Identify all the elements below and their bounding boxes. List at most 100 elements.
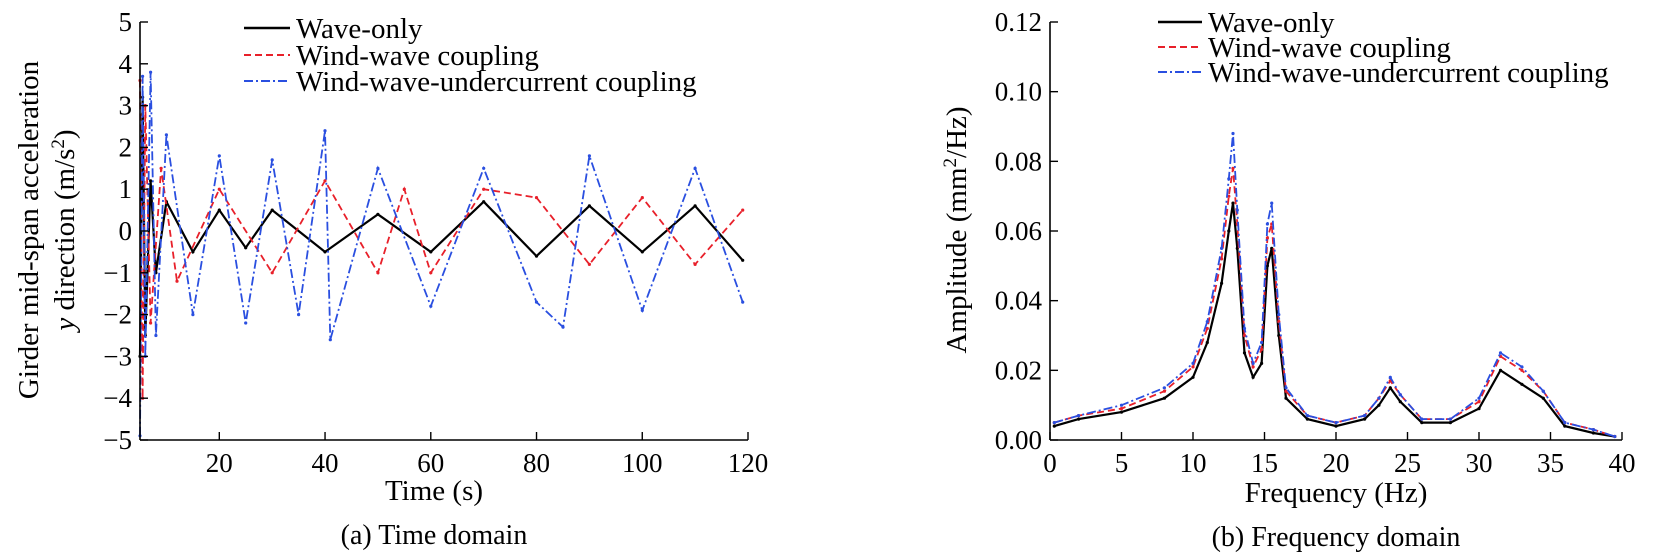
x-tick-label: 80 bbox=[523, 448, 550, 478]
data-point bbox=[587, 154, 592, 158]
data-point bbox=[1251, 361, 1255, 365]
y-tick-label: 0.12 bbox=[995, 7, 1042, 37]
series-line-wind-wave bbox=[139, 80, 744, 399]
data-point bbox=[1227, 229, 1231, 233]
data-point bbox=[1205, 320, 1209, 324]
frequency-domain-plot-area bbox=[1052, 131, 1617, 439]
y-tick-label: 3 bbox=[119, 91, 133, 121]
time-domain-caption: (a) Time domain bbox=[341, 520, 528, 551]
data-point bbox=[1477, 396, 1481, 400]
data-point bbox=[1231, 166, 1235, 170]
y-tick-label: 0 bbox=[119, 216, 133, 246]
data-point bbox=[244, 321, 248, 325]
time-domain-xlabel: Time (s) bbox=[385, 475, 483, 507]
y-tick-label: 0.02 bbox=[995, 355, 1042, 385]
data-point bbox=[1220, 246, 1224, 250]
data-point bbox=[323, 179, 327, 183]
data-point bbox=[1377, 403, 1381, 407]
data-point bbox=[693, 204, 697, 208]
y-tick-label: −3 bbox=[103, 341, 132, 371]
data-point bbox=[482, 200, 486, 204]
data-point bbox=[1363, 417, 1367, 421]
legend-label-wind-wave-b: Wind-wave coupling bbox=[1208, 32, 1451, 64]
data-point bbox=[534, 196, 539, 200]
data-point bbox=[1260, 361, 1264, 365]
data-point bbox=[164, 133, 168, 137]
data-point bbox=[402, 187, 406, 191]
data-point bbox=[1277, 320, 1281, 324]
data-point bbox=[1305, 414, 1309, 418]
data-point bbox=[376, 166, 380, 170]
y-tick-label: −4 bbox=[103, 383, 132, 413]
y-tick-label: 5 bbox=[119, 7, 133, 37]
y-tick-label: 4 bbox=[119, 49, 133, 79]
data-point bbox=[1251, 375, 1255, 379]
data-point bbox=[1119, 410, 1124, 414]
data-point bbox=[1077, 417, 1081, 421]
data-point bbox=[270, 158, 274, 162]
x-tick-label: 35 bbox=[1537, 448, 1564, 478]
data-point bbox=[1242, 333, 1247, 338]
time-domain-ylabel-line2: y direction (m/s2) bbox=[48, 129, 82, 333]
y-tick-label: −2 bbox=[103, 300, 132, 330]
data-point bbox=[1220, 281, 1224, 285]
data-point bbox=[217, 154, 221, 158]
series-line-wave-only bbox=[1053, 202, 1615, 438]
y-tick-label: 0.10 bbox=[995, 77, 1042, 107]
x-tick-label: 120 bbox=[728, 448, 769, 478]
frequency-domain-chart: 0.00 0.02 0.04 0.06 0.08 0.10 0.12 0 5 10 15 20 25 30… bbox=[940, 7, 1636, 553]
x-tick-label: 10 bbox=[1180, 448, 1207, 478]
data-point bbox=[376, 271, 380, 275]
data-point bbox=[1541, 396, 1545, 400]
y-tick-label: −5 bbox=[103, 425, 132, 455]
data-point bbox=[323, 129, 327, 133]
legend-label-wind-wave-undercurrent-b: Wind-wave-undercurrent coupling bbox=[1208, 57, 1609, 89]
data-point bbox=[149, 179, 153, 183]
data-point bbox=[693, 262, 697, 266]
data-point bbox=[270, 208, 274, 212]
x-tick-label: 40 bbox=[1609, 448, 1636, 478]
data-point bbox=[141, 74, 145, 78]
data-point bbox=[1334, 424, 1338, 428]
series-line-wind-wave bbox=[1054, 168, 1616, 438]
data-point bbox=[1420, 421, 1424, 425]
x-tick-label: 20 bbox=[206, 448, 233, 478]
data-point bbox=[1284, 389, 1288, 393]
data-point bbox=[1334, 421, 1338, 425]
y-tick-label: 0.08 bbox=[995, 146, 1042, 176]
data-point bbox=[741, 208, 745, 212]
data-point bbox=[217, 187, 221, 191]
x-tick-label: 40 bbox=[312, 448, 339, 478]
data-point bbox=[149, 70, 153, 74]
data-point bbox=[587, 262, 592, 266]
data-point bbox=[191, 250, 195, 254]
data-point bbox=[1231, 201, 1235, 205]
data-point bbox=[741, 258, 745, 262]
data-point bbox=[1520, 365, 1524, 369]
data-point bbox=[1591, 428, 1595, 432]
x-tick-label: 5 bbox=[1115, 448, 1129, 478]
data-point bbox=[1563, 421, 1567, 425]
data-point bbox=[482, 166, 486, 170]
time-domain-chart: −5 −4 −3 −2 −1 0 1 2 3 4 5 20 40 60 80 100 120 Girder mi… bbox=[13, 7, 768, 551]
data-point bbox=[1477, 407, 1481, 411]
frequency-domain-legend: Wave-only Wind-wave coupling Wind-wave-u… bbox=[1158, 7, 1609, 89]
data-point bbox=[1251, 365, 1255, 369]
data-point bbox=[640, 308, 644, 312]
data-point bbox=[741, 300, 745, 304]
data-point bbox=[1388, 386, 1392, 390]
y-tick-label: −1 bbox=[103, 258, 132, 288]
data-point bbox=[159, 166, 163, 170]
frequency-domain-ticks: 0.00 0.02 0.04 0.06 0.08 0.10 0.12 0 5 10 15 20 25 30… bbox=[995, 7, 1636, 478]
data-point bbox=[640, 196, 644, 200]
data-point bbox=[1591, 431, 1595, 435]
y-tick-label: 0.04 bbox=[995, 286, 1043, 316]
legend-label-wave-only: Wave-only bbox=[296, 13, 423, 45]
data-point bbox=[429, 304, 433, 308]
x-tick-label: 25 bbox=[1394, 448, 1421, 478]
data-point bbox=[429, 250, 433, 254]
frequency-domain-ylabel: Amplitude (mm2/Hz) bbox=[940, 106, 974, 353]
data-point bbox=[1305, 417, 1309, 421]
time-domain-ylabel-line1: Girder mid-span acceleration bbox=[13, 60, 45, 399]
legend-label-wind-wave: Wind-wave coupling bbox=[296, 40, 539, 72]
